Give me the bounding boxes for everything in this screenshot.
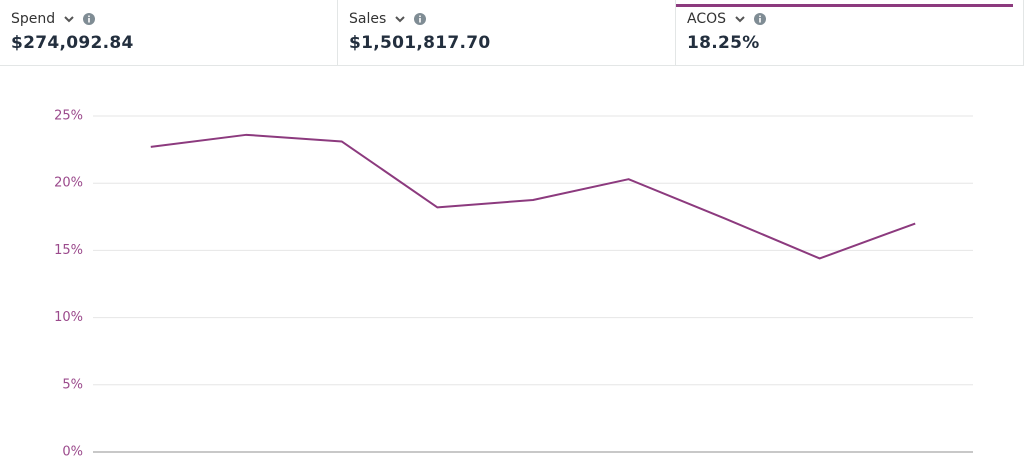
metric-tile[interactable]: Sales $1,501,817.70: [338, 0, 676, 65]
info-icon[interactable]: [414, 13, 427, 25]
y-tick-label: 25%: [54, 109, 83, 124]
metric-label: Sales: [349, 11, 387, 27]
metric-label: Spend: [11, 11, 56, 27]
metric-label: ACOS: [687, 11, 727, 27]
metric-value: $274,092.84: [11, 33, 134, 53]
info-icon[interactable]: [83, 13, 96, 25]
y-tick-label: 0%: [62, 445, 83, 459]
chevron-icon[interactable]: [63, 14, 75, 24]
metric-tile[interactable]: Spend $274,092.84: [0, 0, 338, 65]
metric-value: $1,501,817.70: [349, 33, 491, 53]
chevron-icon[interactable]: [734, 14, 746, 24]
chevron-icon[interactable]: [394, 14, 406, 24]
y-tick-label: 20%: [54, 176, 83, 191]
metric-value: 18.25%: [687, 33, 760, 53]
metric-header: Spend: [11, 11, 337, 27]
line-series: [150, 133, 916, 260]
y-tick-label: 15%: [54, 243, 83, 258]
info-icon[interactable]: [754, 13, 767, 25]
y-tick-label: 10%: [54, 310, 83, 325]
metric-tiles: Spend $274,092.84 Sales $1,501,817.70 AC…: [0, 0, 1024, 66]
y-tick-label: 5%: [62, 377, 83, 392]
chart: 0% 5% 10% 15% 20% 25%: [54, 109, 973, 459]
metric-header: ACOS: [687, 11, 1023, 27]
metric-header: Sales: [349, 11, 675, 27]
metric-tile[interactable]: ACOS 18.25%: [676, 0, 1024, 65]
